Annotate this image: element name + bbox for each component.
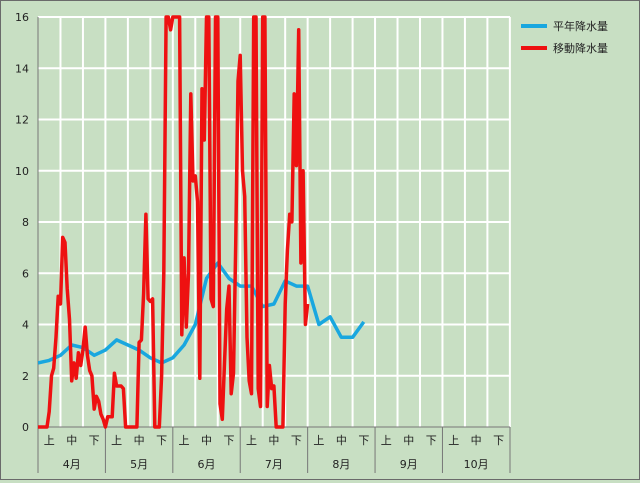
- series-line-moving: [38, 15, 310, 429]
- x-tick-label-dekad: 中: [336, 434, 347, 447]
- y-tick-label: 12: [15, 114, 29, 127]
- y-tick-label: 8: [22, 216, 29, 229]
- x-tick-label-dekad: 中: [134, 434, 145, 447]
- x-tick-label-month: 5月: [130, 458, 148, 471]
- x-tick-label-dekad: 上: [111, 434, 122, 447]
- y-tick-label: 2: [22, 370, 29, 383]
- x-tick-label-month: 7月: [265, 458, 283, 471]
- y-tick-label: 14: [15, 62, 29, 75]
- x-tick-label-dekad: 中: [403, 434, 414, 447]
- x-tick-label-dekad: 上: [313, 434, 324, 447]
- x-tick-label-dekad: 下: [223, 434, 234, 447]
- x-tick-label-dekad: 下: [493, 434, 504, 447]
- x-tick-label-dekad: 下: [291, 434, 302, 447]
- x-tick-label-dekad: 中: [66, 434, 77, 447]
- x-tick-label-dekad: 上: [246, 434, 257, 447]
- x-tick-label-dekad: 中: [471, 434, 482, 447]
- x-tick-label-dekad: 上: [381, 434, 392, 447]
- legend-label: 移動降水量: [553, 41, 608, 55]
- x-tick-label-dekad: 上: [448, 434, 459, 447]
- x-tick-label-dekad: 上: [44, 434, 55, 447]
- x-tick-label-dekad: 下: [89, 434, 100, 447]
- x-tick-label-month: 9月: [400, 458, 418, 471]
- y-tick-label: 6: [22, 267, 29, 280]
- x-tick-label-dekad: 中: [201, 434, 212, 447]
- x-tick-label-dekad: 中: [268, 434, 279, 447]
- x-tick-label-dekad: 下: [426, 434, 437, 447]
- x-tick-label-month: 8月: [332, 458, 350, 471]
- x-tick-label-month: 4月: [63, 458, 81, 471]
- legend-label: 平年降水量: [553, 19, 608, 33]
- y-tick-label: 4: [22, 319, 29, 332]
- y-tick-label: 16: [15, 11, 29, 24]
- x-tick-label-dekad: 上: [179, 434, 190, 447]
- x-tick-label-month: 6月: [198, 458, 216, 471]
- y-tick-label: 10: [15, 165, 29, 178]
- x-tick-label-month: 10月: [464, 458, 489, 471]
- x-tick-label-dekad: 下: [156, 434, 167, 447]
- y-tick-label: 0: [22, 421, 29, 434]
- x-tick-label-dekad: 下: [358, 434, 369, 447]
